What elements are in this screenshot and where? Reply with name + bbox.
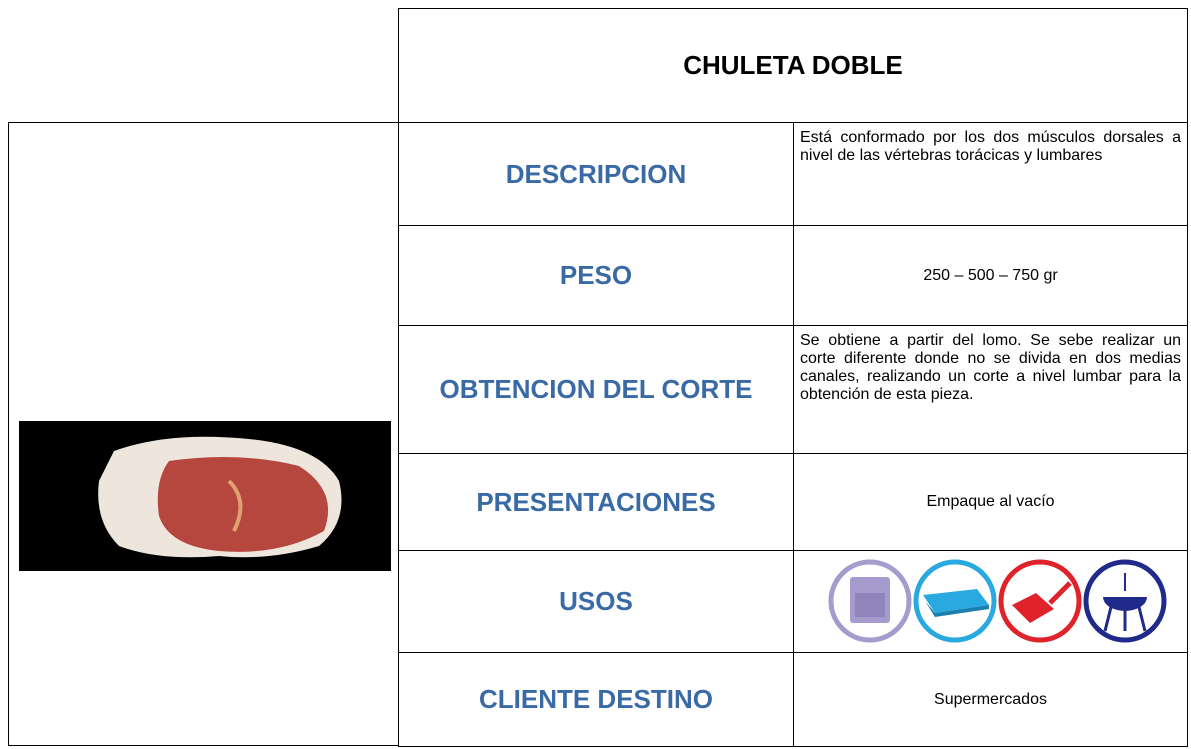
row-label-cell: CLIENTE DESTINO [398, 652, 794, 747]
title: CHULETA DOBLE [683, 50, 903, 80]
row-value: Empaque al vacío [926, 493, 1055, 510]
row-label: PESO [559, 260, 633, 290]
row-value-cell: 250 – 500 – 750 gr [793, 225, 1188, 326]
row-label: DESCRIPCION [505, 158, 687, 189]
row-value-cell: Supermercados [793, 652, 1188, 747]
row-label-cell: PRESENTACIONES [398, 453, 794, 551]
row-value-cell: Se obtiene a partir del lomo. Se sebe re… [793, 325, 1188, 454]
row-label: USOS [559, 586, 633, 616]
row-label-cell: USOS [398, 550, 794, 653]
title-cell: CHULETA DOBLE [398, 8, 1188, 123]
row-label: OBTENCION DEL CORTE [439, 374, 753, 404]
row-label-cell: PESO [398, 225, 794, 326]
image-cell [8, 122, 399, 746]
meat-photo [19, 421, 391, 571]
row-value: Se obtiene a partir del lomo. Se sebe re… [800, 332, 1181, 403]
row-label: PRESENTACIONES [476, 486, 716, 517]
row-value-cell: Está conformado por los dos músculos dor… [793, 122, 1188, 226]
row-label: CLIENTE DESTINO [478, 684, 713, 714]
row-label-cell: DESCRIPCION [398, 122, 794, 226]
row-value: Está conformado por los dos músculos dor… [800, 129, 1181, 164]
row-value: Supermercados [934, 690, 1047, 708]
row-label-cell: OBTENCION DEL CORTE [398, 325, 794, 454]
row-value-cell: Empaque al vacío [793, 453, 1188, 551]
row-value: 250 – 500 – 750 gr [923, 266, 1058, 284]
uses-icons [827, 558, 1177, 649]
